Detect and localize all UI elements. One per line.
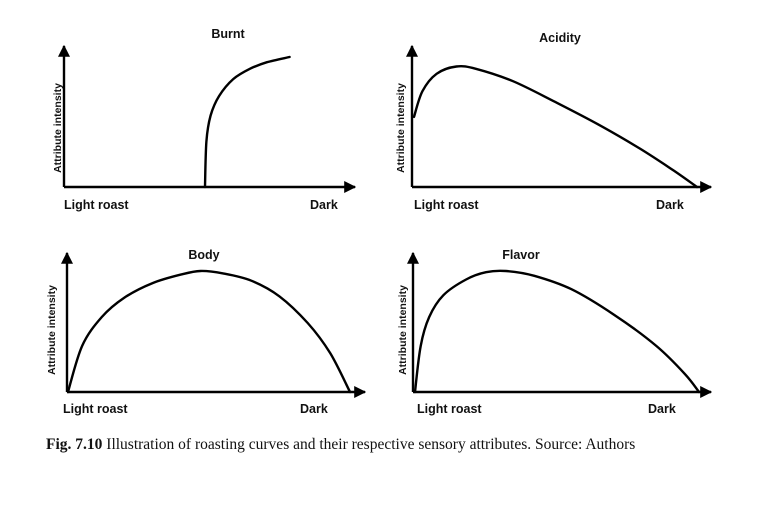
flavor-panel: Flavor Attribute intensity Light roast Dark (397, 248, 713, 416)
acidity-x-tick-light: Light roast (414, 198, 479, 212)
body-x-tick-dark: Dark (300, 402, 328, 416)
flavor-x-tick-light: Light roast (417, 402, 482, 416)
burnt-y-label: Attribute intensity (52, 83, 64, 173)
figure-caption: Fig. 7.10 Illustration of roasting curve… (46, 436, 746, 454)
body-title: Body (188, 248, 219, 262)
acidity-title: Acidity (539, 31, 581, 45)
body-panel: Body Attribute intensity Light roast Dark (46, 248, 367, 416)
body-x-tick-light: Light roast (63, 402, 128, 416)
burnt-curve (203, 55, 291, 189)
caption-text: Illustration of roasting curves and thei… (106, 436, 636, 453)
flavor-y-label: Attribute intensity (397, 285, 409, 375)
burnt-x-tick-dark: Dark (310, 198, 338, 212)
acidity-y-label: Attribute intensity (395, 83, 407, 173)
flavor-x-tick-dark: Dark (648, 402, 676, 416)
burnt-title: Burnt (211, 27, 245, 41)
acidity-panel: Acidity Attribute intensity Light roast Dar… (395, 31, 713, 212)
burnt-x-tick-light: Light roast (64, 198, 129, 212)
burnt-panel: Burnt Attribute intensity Light roast Dark (52, 27, 357, 212)
body-y-label: Attribute intensity (46, 285, 58, 375)
body-curve (66, 269, 352, 394)
flavor-title: Flavor (502, 248, 540, 262)
acidity-x-tick-dark: Dark (656, 198, 684, 212)
figure-label: Fig. 7.10 (46, 436, 103, 453)
acidity-curve (412, 64, 699, 189)
flavor-curve (413, 269, 701, 394)
